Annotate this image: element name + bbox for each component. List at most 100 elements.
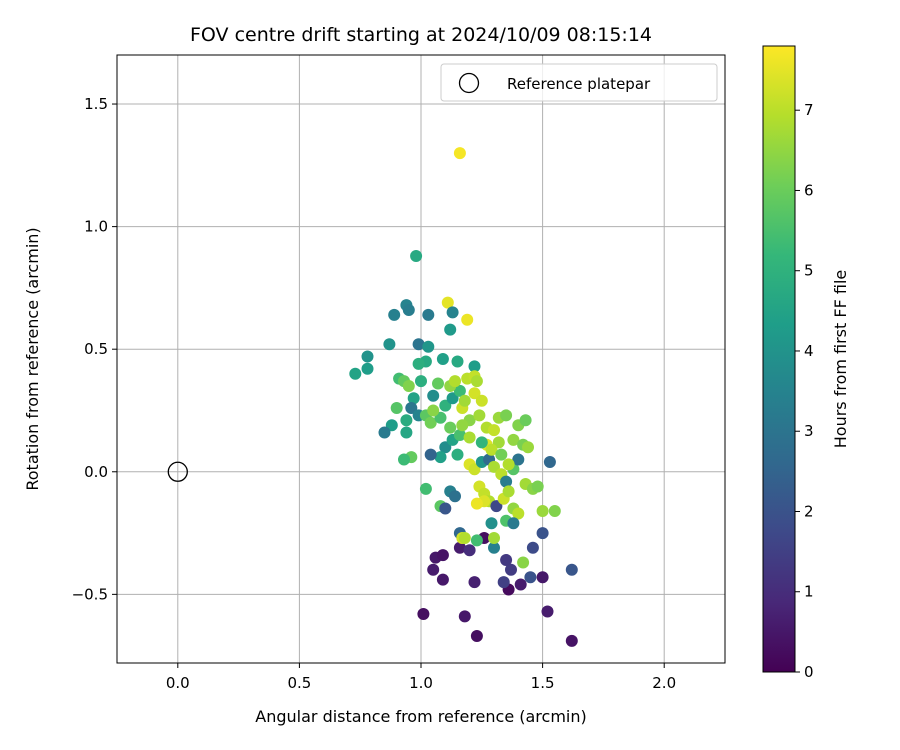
y-tick-label: −0.5	[72, 585, 108, 603]
data-point	[417, 608, 430, 620]
data-point	[519, 414, 532, 427]
data-point	[449, 375, 461, 388]
colorbar-tick-label: 2	[804, 502, 814, 520]
data-point	[405, 402, 418, 414]
data-point	[388, 308, 401, 321]
data-point	[458, 394, 471, 407]
data-point	[507, 433, 520, 446]
data-point	[349, 367, 362, 380]
data-point	[402, 304, 415, 316]
y-axis-label: Rotation from reference (arcmin)	[23, 227, 42, 490]
y-tick-label: 0.5	[84, 340, 108, 358]
data-point	[492, 436, 505, 449]
x-tick-label: 1.0	[409, 674, 433, 692]
data-point	[415, 375, 427, 388]
data-point	[536, 505, 549, 517]
data-point	[383, 338, 396, 351]
data-point	[432, 377, 444, 390]
data-point	[541, 605, 554, 618]
data-point	[505, 563, 517, 576]
axis-ticks: 0.0 0.5 1.0 1.5 2.0 −0.5 0.0 0.5 1.0 1.5	[72, 95, 677, 692]
data-point	[507, 517, 520, 530]
data-point	[470, 534, 483, 547]
colorbar: 0 1 2 3 4 5 6 7 Hours from first FF file	[762, 45, 850, 681]
data-point	[453, 429, 466, 441]
x-tick-label: 2.0	[652, 674, 676, 692]
data-point	[495, 448, 508, 461]
data-point	[468, 387, 481, 400]
data-point	[451, 355, 464, 368]
data-point	[497, 576, 510, 589]
data-point	[468, 360, 481, 373]
colorbar-tick-label: 6	[804, 181, 814, 199]
data-point	[461, 313, 474, 326]
data-point	[531, 480, 544, 493]
colorbar-tick-label: 5	[804, 262, 814, 280]
data-point	[475, 436, 488, 449]
reference-marker-layer	[167, 461, 188, 482]
data-point	[436, 549, 449, 562]
data-point	[488, 541, 500, 554]
data-point	[500, 409, 513, 422]
data-point	[565, 563, 578, 576]
colorbar-tick-label: 1	[804, 583, 814, 601]
data-point	[536, 571, 549, 584]
colorbar-tick-label: 3	[804, 422, 814, 440]
data-point	[422, 308, 435, 321]
data-point	[514, 578, 527, 591]
data-point	[485, 517, 498, 530]
data-point	[436, 353, 449, 365]
data-point	[407, 392, 420, 405]
colorbar-gradient	[762, 45, 796, 673]
data-point	[565, 634, 578, 647]
reference-platepar-marker	[167, 461, 188, 482]
data-point	[422, 340, 435, 353]
data-point	[458, 610, 471, 623]
data-point	[419, 482, 432, 495]
data-point	[449, 490, 461, 503]
data-point	[439, 441, 452, 454]
data-point	[536, 527, 549, 540]
data-point	[434, 411, 447, 424]
data-point	[446, 306, 459, 319]
data-point	[524, 571, 537, 584]
data-point	[361, 350, 374, 363]
data-point	[436, 573, 449, 586]
data-point	[470, 375, 483, 388]
data-point	[424, 416, 437, 429]
data-point	[468, 463, 481, 476]
data-points	[349, 147, 578, 647]
data-point	[412, 338, 425, 351]
grid	[117, 55, 725, 663]
data-point	[458, 532, 471, 544]
data-point	[453, 147, 466, 160]
data-point	[451, 448, 464, 461]
data-point	[490, 500, 503, 513]
data-point	[488, 460, 500, 473]
data-point	[512, 507, 525, 520]
data-point	[470, 630, 483, 642]
y-tick-label: 0.0	[84, 463, 108, 481]
data-point	[412, 357, 425, 370]
data-point	[441, 296, 454, 309]
data-point	[446, 392, 459, 405]
data-point	[488, 532, 500, 544]
colorbar-label: Hours from first FF file	[831, 270, 850, 449]
data-point	[502, 485, 515, 498]
y-tick-label: 1.0	[84, 218, 108, 236]
data-point	[385, 419, 398, 432]
data-point	[410, 250, 423, 262]
data-point	[500, 554, 513, 566]
legend: Reference platepar	[440, 63, 718, 102]
data-point	[398, 453, 410, 466]
data-point	[500, 475, 513, 488]
data-point	[512, 453, 525, 466]
data-point	[434, 451, 447, 464]
data-point	[400, 426, 413, 439]
data-point	[488, 424, 500, 437]
data-point	[463, 431, 476, 444]
data-point	[427, 404, 440, 417]
data-point	[439, 399, 452, 412]
data-point	[453, 541, 466, 554]
